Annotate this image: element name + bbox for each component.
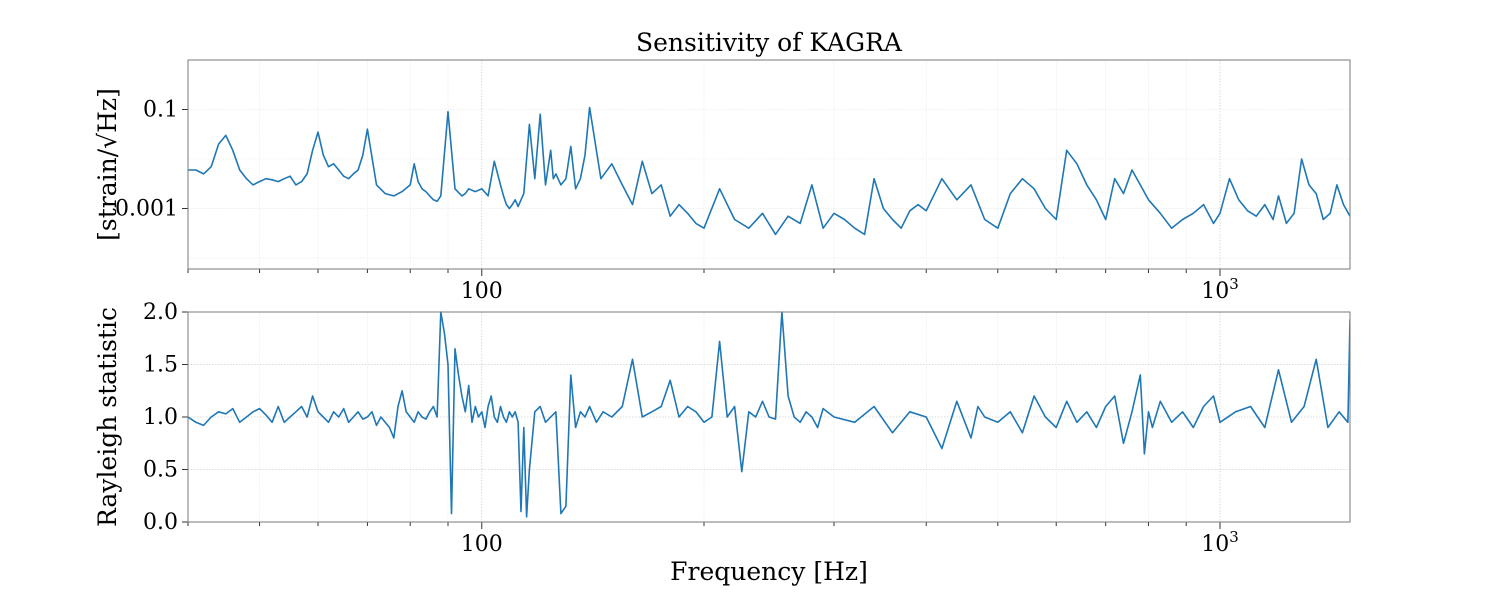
chart-1: 0.1 0.001 100 103 Sensitivity of KAGRA [strai…	[93, 28, 1351, 304]
y-axis-label: Rayleigh statistic	[93, 307, 122, 527]
plot-frame	[187, 311, 1351, 523]
x-tick-label: 100	[461, 532, 503, 557]
y-tick-label: 0.5	[143, 458, 178, 483]
series-line	[188, 106, 1350, 236]
y-tick-label: 0.001	[115, 197, 178, 222]
y-tick-label: 1.5	[143, 353, 178, 378]
y-tick-label: 2.0	[143, 300, 178, 325]
y-tick-label: 1.0	[143, 405, 178, 430]
plot-frame	[187, 59, 1351, 270]
y-tick-label: 0.0	[143, 510, 178, 535]
x-tick-label: 103	[1201, 528, 1239, 557]
x-tick-label: 103	[1201, 275, 1239, 304]
x-tick-label: 100	[461, 279, 503, 304]
series-line	[188, 311, 1350, 518]
chart-title: Sensitivity of KAGRA	[636, 28, 903, 57]
chart-2: 0.0 0.5 1.0 1.5 2.0 100 103 Frequency [Hz] Rayle…	[93, 300, 1351, 586]
y-tick-label: 0.1	[143, 98, 178, 123]
y-axis-label: [strain/√Hz]	[93, 88, 122, 241]
x-axis-label: Frequency [Hz]	[670, 557, 868, 586]
